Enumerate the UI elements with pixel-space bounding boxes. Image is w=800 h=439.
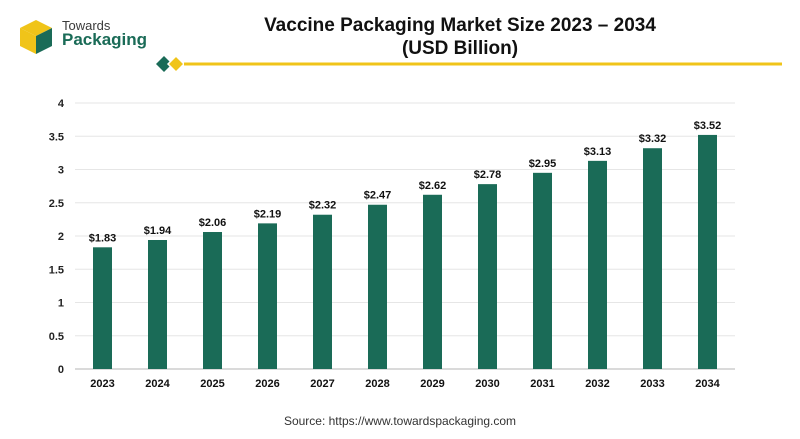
data-label: $1.94 bbox=[144, 225, 172, 237]
grid-lines bbox=[75, 102, 735, 370]
y-tick-label: 1 bbox=[58, 298, 64, 310]
bar bbox=[643, 148, 662, 369]
x-tick-label: 2029 bbox=[420, 378, 444, 390]
brand-name-line2: Packaging bbox=[62, 30, 148, 49]
chart-title-block: Vaccine Packaging Market Size 2023 – 203… bbox=[150, 14, 770, 60]
x-tick-label: 2027 bbox=[310, 378, 334, 390]
divider-diamond-green-icon bbox=[156, 56, 172, 72]
data-label: $3.13 bbox=[584, 146, 612, 158]
bar bbox=[258, 223, 277, 369]
bar bbox=[423, 194, 442, 369]
data-label: $2.47 bbox=[364, 190, 392, 202]
brand-name-line1: Towards bbox=[62, 18, 111, 33]
bar bbox=[478, 184, 497, 369]
x-tick-label: 2034 bbox=[695, 378, 720, 390]
y-axis-ticks: 0 0.5 1 1.5 2 2.5 3 3.5 4 bbox=[49, 98, 65, 376]
x-tick-label: 2032 bbox=[585, 378, 609, 390]
y-tick-label: 3.5 bbox=[49, 131, 64, 143]
chart-subtitle: (USD Billion) bbox=[401, 38, 519, 59]
data-label: $3.52 bbox=[694, 120, 722, 132]
x-tick-label: 2033 bbox=[640, 378, 664, 390]
source-note: Source: https://www.towardspackaging.com bbox=[283, 414, 517, 428]
data-label: $2.32 bbox=[309, 200, 337, 212]
x-tick-label: 2030 bbox=[475, 378, 499, 390]
bar bbox=[148, 239, 167, 369]
y-tick-label: 3 bbox=[58, 165, 64, 177]
y-tick-label: 0 bbox=[58, 364, 64, 376]
bar bbox=[203, 232, 222, 369]
x-tick-label: 2023 bbox=[90, 378, 114, 390]
data-label: $2.19 bbox=[254, 208, 282, 220]
data-label: $3.32 bbox=[639, 133, 667, 145]
y-tick-label: 4 bbox=[58, 98, 65, 110]
bar bbox=[588, 160, 607, 369]
x-tick-label: 2028 bbox=[365, 378, 389, 390]
data-label: $2.06 bbox=[199, 217, 227, 229]
bar bbox=[533, 172, 552, 369]
chart-title: Vaccine Packaging Market Size 2023 – 203… bbox=[264, 15, 656, 36]
bars bbox=[93, 134, 717, 369]
data-label: $2.62 bbox=[419, 180, 447, 192]
bar bbox=[698, 134, 717, 369]
x-axis-ticks: 2023 2024 2025 2026 2027 2028 2029 2030 2031 2032… bbox=[90, 378, 720, 390]
x-tick-label: 2026 bbox=[255, 378, 279, 390]
cube-logo-icon bbox=[20, 20, 52, 54]
bar bbox=[313, 214, 332, 369]
y-tick-label: 2 bbox=[58, 231, 64, 243]
x-tick-label: 2024 bbox=[145, 378, 170, 390]
y-tick-label: 2.5 bbox=[49, 198, 64, 210]
x-tick-label: 2025 bbox=[200, 378, 224, 390]
data-label: $1.83 bbox=[89, 232, 117, 244]
y-tick-label: 1.5 bbox=[49, 264, 64, 276]
bar bbox=[93, 247, 112, 369]
x-tick-label: 2031 bbox=[530, 378, 554, 390]
data-label: $2.95 bbox=[529, 158, 557, 170]
title-divider bbox=[156, 54, 782, 74]
data-labels: $1.83 $1.94 $2.06 $2.19 $2.32 $2.47 $2.62 $2.78… bbox=[89, 120, 722, 244]
data-label: $2.78 bbox=[474, 169, 502, 181]
y-tick-label: 0.5 bbox=[49, 331, 64, 343]
bar bbox=[368, 204, 387, 369]
